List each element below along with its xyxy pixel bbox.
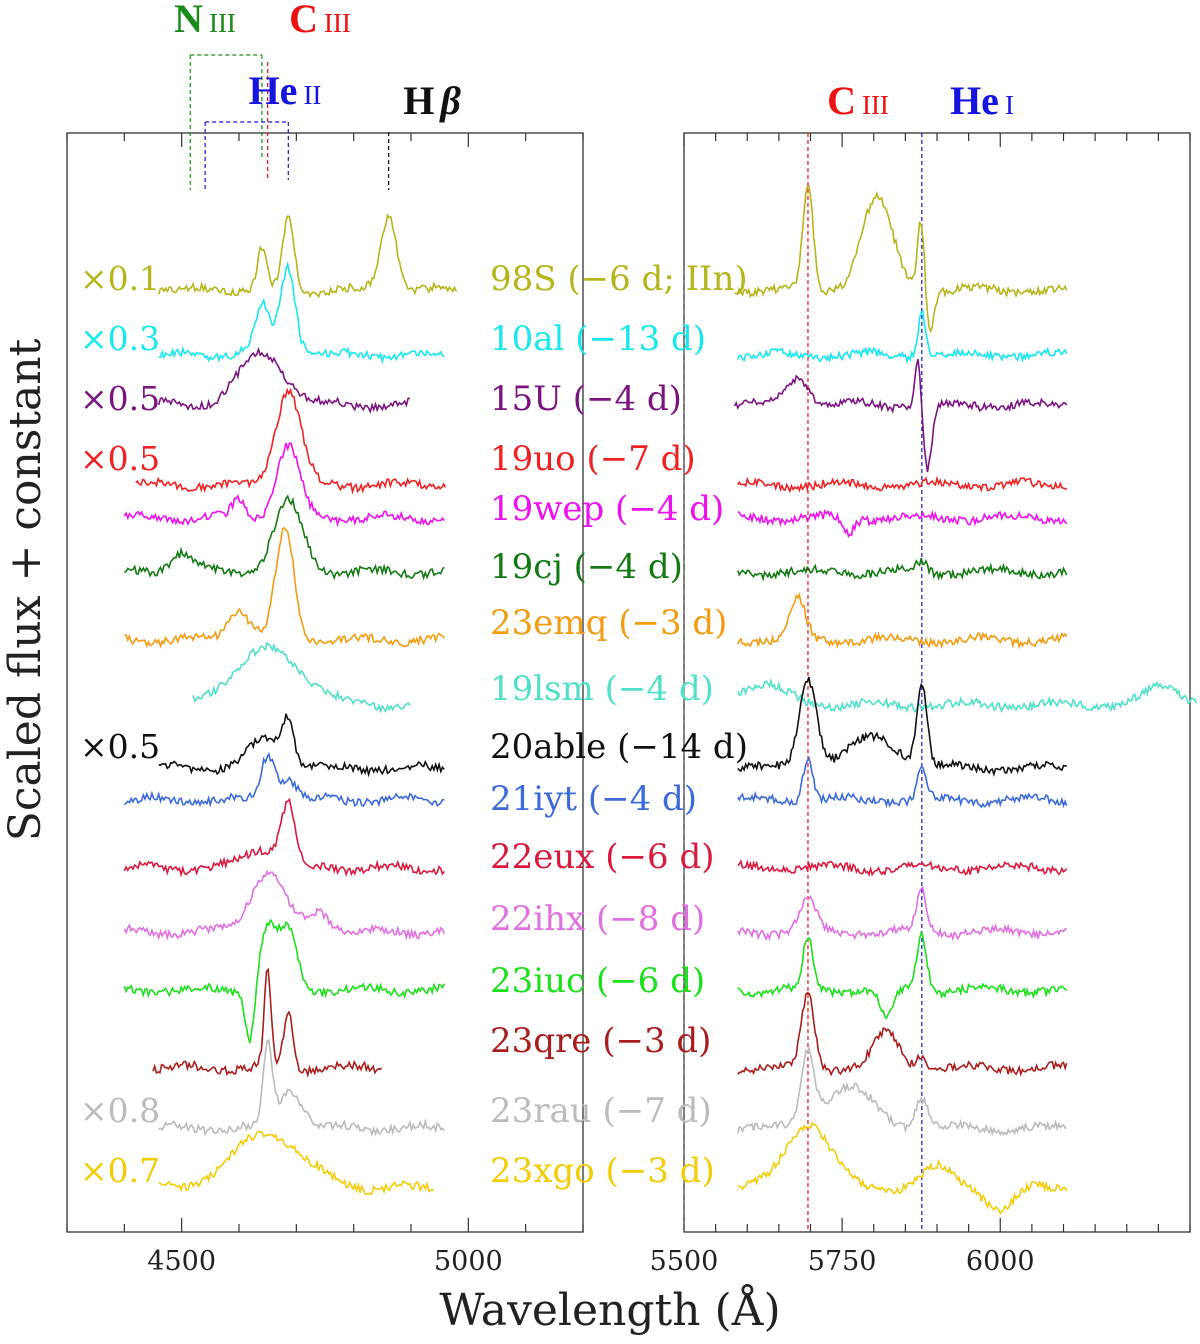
scale-factor-label: ×0.8 <box>80 1091 160 1130</box>
spectrum-line-left <box>152 967 383 1078</box>
spectrum-label: 23emq (−3 d) <box>490 603 727 643</box>
spectrum-line-left <box>123 442 445 528</box>
spectrum-22ihx <box>123 869 1067 942</box>
axis-ticks: 4500 5000 5500 5750 6000 <box>66 133 1191 1277</box>
spectrum-19uo <box>135 387 1067 495</box>
spectrum-line-left <box>192 641 411 714</box>
spectrum-23qre <box>152 967 1068 1078</box>
spectrum-label: 21iyt (−4 d) <box>490 779 697 819</box>
spectrum-line-right <box>737 1121 1068 1216</box>
spectrum-label: 23rau (−7 d) <box>490 1091 712 1131</box>
spectrum-20able <box>158 676 1067 778</box>
spectrum-label: 20able (−14 d) <box>490 727 748 767</box>
spectrum-line-right <box>737 677 1198 714</box>
spectrum-19lsm <box>192 641 1198 714</box>
spectrum-line-left <box>123 918 446 1044</box>
x-tick-label: 4500 <box>147 1246 216 1277</box>
left-panel-frame <box>66 132 584 1233</box>
spectrum-line-left <box>123 797 445 878</box>
spectrum-line-right <box>737 309 1068 365</box>
spectrum-22eux <box>123 797 1068 878</box>
spectrum-line-right <box>737 992 1068 1077</box>
spectrum-line-right <box>733 358 1068 473</box>
spectrum-line-left <box>157 213 458 299</box>
spectrum-label: 10al (−13 d) <box>490 319 706 359</box>
spectrum-label: 19wep (−4 d) <box>490 489 724 529</box>
spectrum-label: 19cj (−4 d) <box>490 547 683 587</box>
spectrum-15U <box>157 346 1068 473</box>
spectrum-label: 22eux (−6 d) <box>490 837 715 877</box>
x-axis-label: Wavelength (Å) <box>439 1283 780 1336</box>
spectrum-line-left <box>123 869 446 941</box>
line-id-label: C III <box>827 78 889 123</box>
spectrum-line-left <box>158 713 445 778</box>
spectrum-line-left <box>123 751 445 808</box>
spectrum-19cj <box>124 494 1068 582</box>
line-id-label: He I <box>950 78 1014 123</box>
x-tick-label: 5750 <box>808 1246 877 1277</box>
spectrum-label: 19uo (−7 d) <box>490 439 696 479</box>
spectrum-line-left <box>124 527 445 649</box>
spectrum-label: 23qre (−3 d) <box>490 1021 711 1061</box>
spectrum-line-left <box>135 387 447 495</box>
scale-factor-label: ×0.5 <box>80 727 160 766</box>
spectrum-label: 98S (−6 d; IIn) <box>490 259 748 299</box>
spectrum-23rau <box>158 1038 1067 1137</box>
scale-factor-label: ×0.3 <box>80 319 160 358</box>
y-axis-label: Scaled flux + constant <box>0 338 51 841</box>
spectrum-23iuc <box>123 918 1068 1044</box>
spectrum-label: 15U (−4 d) <box>490 379 682 419</box>
spectrum-line-right <box>737 885 1067 942</box>
spectrum-label: 22ihx (−8 d) <box>490 899 705 939</box>
line-id-label: C III <box>289 0 351 41</box>
spectra <box>123 184 1198 1216</box>
spectrum-line-right <box>737 859 1068 877</box>
spectrum-line-right <box>737 558 1068 582</box>
scale-factor-label: ×0.5 <box>80 439 160 478</box>
spectrum-line-left <box>158 1038 445 1137</box>
spectrum-21iyt <box>123 751 1068 809</box>
x-tick-label: 5000 <box>434 1246 503 1277</box>
spectrum-label: 23xgo (−3 d) <box>490 1151 715 1191</box>
spectrum-23emq <box>124 527 1068 650</box>
spectrum-98S <box>157 184 1068 334</box>
spectrum-line-right <box>737 592 1068 650</box>
spectrum-line-right <box>737 475 1067 494</box>
spectrum-line-right <box>737 1045 1067 1137</box>
x-tick-label: 6000 <box>966 1246 1035 1277</box>
spectrum-19wep <box>123 442 1068 539</box>
spectrum-line-left <box>158 261 445 365</box>
spectrum-line-right <box>734 184 1068 334</box>
scale-factor-label: ×0.1 <box>80 259 160 298</box>
spectrum-line-left <box>124 494 445 581</box>
spectrum-label: 19lsm (−4 d) <box>490 669 714 709</box>
x-tick-label: 5500 <box>650 1246 719 1277</box>
spectrum-labels: 98S (−6 d; IIn) ×0.1 10al (−13 d) ×0.3 15U (… <box>80 259 748 1191</box>
line-id-label: He II <box>249 68 322 113</box>
spectrum-line-right <box>737 509 1068 539</box>
spectrum-line-right <box>737 676 1067 778</box>
line-id-label: N III <box>174 0 236 41</box>
spectrum-label: 23iuc (−6 d) <box>490 961 705 1001</box>
spectrum-line-left <box>157 346 411 415</box>
scale-factor-label: ×0.5 <box>80 379 160 418</box>
spectrum-23xgo <box>158 1121 1068 1216</box>
spectrum-line-right <box>737 930 1068 1020</box>
scale-factor-label: ×0.7 <box>80 1151 160 1190</box>
spectrum-line-left <box>158 1130 434 1196</box>
spectrum-10al <box>158 261 1068 365</box>
spectrum-line-right <box>737 755 1068 809</box>
